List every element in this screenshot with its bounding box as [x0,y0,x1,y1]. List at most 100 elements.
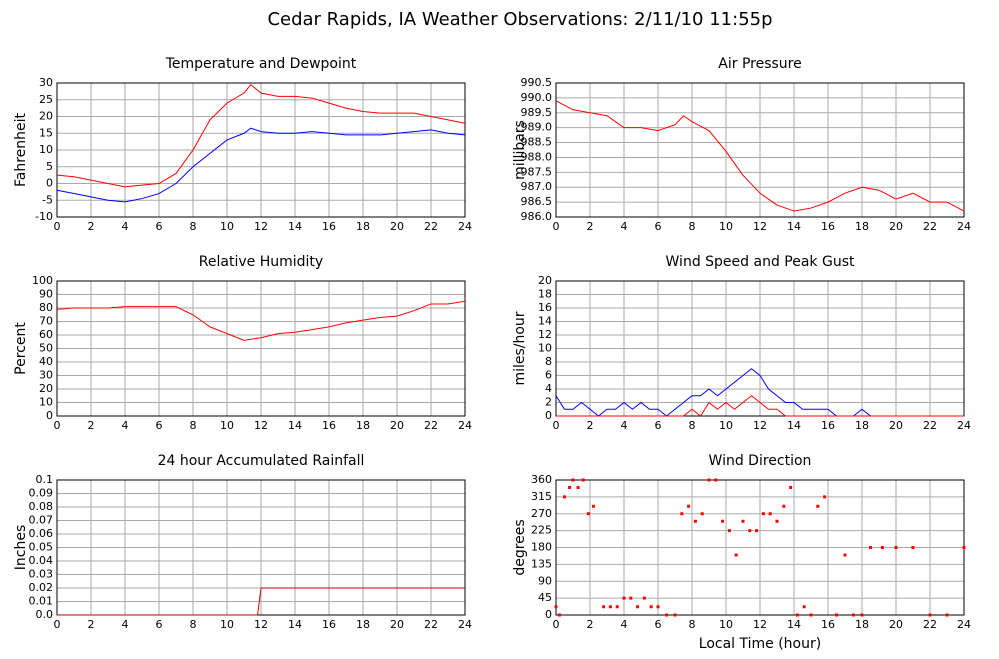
point [962,546,966,549]
point [586,512,590,516]
point [693,519,697,523]
x-tick-label: 0 [54,419,61,432]
x-tick-label: 20 [889,220,903,233]
y-tick-label: 989.5 [521,106,553,119]
x-tick-label: 8 [689,220,696,233]
x-tick-label: 22 [923,419,937,432]
x-tick-label: 8 [689,419,696,432]
point [673,613,677,617]
x-tick-label: 18 [855,419,869,432]
y-tick-label: 990.0 [521,91,553,104]
x-tick-label: 24 [458,419,472,432]
point [768,512,772,516]
chart-title: Relative Humidity [199,254,323,270]
y-tick-label: -10 [35,210,53,223]
x-tick-label: 6 [156,419,163,432]
point [795,613,799,617]
x-tick-label: 6 [156,618,163,631]
x-axis-label: Local Time (hour) [699,636,821,652]
chart-title: Wind Speed and Peak Gust [666,254,855,270]
point [945,613,949,617]
y-tick-label: 15 [39,126,53,139]
point [563,495,566,499]
y-tick-label: 0.02 [29,581,54,594]
x-tick-label: 22 [424,220,438,233]
y-axis-label: Fahrenheit [13,112,29,187]
point [557,613,561,617]
x-tick-label: 14 [288,618,302,631]
y-tick-label: 8 [545,355,552,368]
x-tick-label: 12 [753,220,767,233]
x-tick-label: 24 [458,220,472,233]
x-tick-label: 2 [587,419,594,432]
point [608,605,612,609]
x-tick-label: 10 [719,618,733,631]
y-tick-label: 60 [39,328,53,341]
point [761,512,765,516]
x-tick-label: 4 [621,419,628,432]
y-tick-label: 45 [538,591,552,604]
x-tick-label: 14 [288,220,302,233]
x-tick-label: 22 [923,618,937,631]
x-tick-label: 20 [390,618,404,631]
x-tick-label: 6 [655,618,662,631]
y-tick-label: 30 [39,76,53,89]
y-tick-label: 70 [39,315,53,328]
series-line [56,127,466,203]
point [911,546,915,549]
x-tick-label: 16 [322,220,336,233]
y-tick-label: 6 [545,369,552,382]
point [576,486,580,489]
x-tick-label: 10 [719,419,733,432]
chart-title: Temperature and Dewpoint [165,56,357,72]
y-tick-label: 20 [538,274,552,287]
x-tick-label: 20 [390,419,404,432]
x-tick-label: 22 [424,618,438,631]
y-axis-label: miles/hour [512,311,528,385]
point [665,613,668,617]
series-line [555,100,965,212]
x-tick-label: 20 [390,220,404,233]
point [782,504,786,508]
x-tick-label: 12 [254,618,268,631]
y-tick-label: 0.07 [29,514,54,527]
x-tick-label: 10 [220,618,234,631]
y-tick-label: 10 [39,143,53,156]
y-tick-label: 10 [39,396,53,409]
point [602,605,606,609]
point [615,605,619,609]
x-tick-label: 12 [753,618,767,631]
x-tick-label: 8 [190,618,197,631]
plot-frame [56,82,466,218]
x-tick-label: 8 [190,220,197,233]
x-tick-label: 6 [655,419,662,432]
plot-frame [555,82,965,218]
point [636,605,640,609]
x-tick-label: 4 [621,220,628,233]
x-tick-label: 16 [821,618,835,631]
y-tick-label: 0.01 [29,595,54,608]
y-tick-label: 990.5 [521,76,553,89]
point [894,546,898,549]
y-tick-label: 0 [545,608,552,621]
y-tick-label: 0.04 [29,554,54,567]
point [591,504,595,508]
series-line [556,395,964,417]
y-tick-label: 80 [39,301,53,314]
y-tick-label: 0.0 [36,608,54,621]
point [860,613,864,617]
y-tick-label: 986.5 [521,195,553,208]
x-tick-label: 2 [587,220,594,233]
series-line [57,587,465,616]
y-tick-label: 987.5 [521,165,553,178]
y-tick-label: 100 [32,274,53,287]
point [755,529,759,533]
y-tick-label: 315 [531,490,552,503]
point [835,613,838,617]
x-tick-label: 2 [88,618,95,631]
point [680,512,684,516]
x-tick-label: 4 [122,220,129,233]
x-tick-label: 10 [220,419,234,432]
point [649,605,653,609]
x-tick-label: 16 [322,618,336,631]
